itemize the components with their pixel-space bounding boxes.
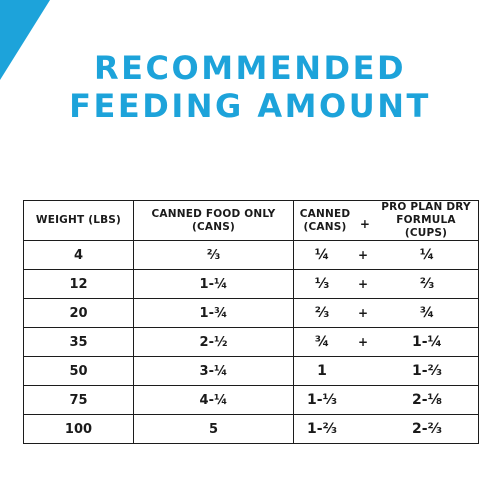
cell-dry: 1-¼ bbox=[411, 334, 443, 351]
cell-dry: 1-⅔ bbox=[411, 363, 443, 380]
header-weight-label: WEIGHT (LBS) bbox=[35, 214, 122, 227]
header-canned-line2: (CANS) bbox=[303, 220, 347, 233]
header-canned-only-line1: CANNED FOOD ONLY bbox=[151, 207, 276, 220]
cell-canned-only: 1-¾ bbox=[133, 298, 294, 329]
cell-canned-only: 5 bbox=[133, 414, 294, 445]
cell-dry: 2-⅛ bbox=[411, 392, 443, 409]
cell-canned-only: 4-¼ bbox=[133, 385, 294, 416]
corner-accent-triangle bbox=[0, 0, 50, 80]
cell-weight: 20 bbox=[23, 298, 134, 329]
cell-dry: ⅔ bbox=[419, 276, 435, 293]
cell-canned-plus-dry: 1-⅓ 2-⅛ bbox=[293, 385, 479, 416]
cell-canned: 1 bbox=[317, 363, 327, 380]
header-canned-only: CANNED FOOD ONLY (CANS) bbox=[133, 199, 294, 242]
cell-canned-plus-dry: ⅓ + ⅔ bbox=[293, 269, 479, 300]
cell-canned: ⅔ bbox=[314, 305, 330, 322]
header-dry-line1: PRO PLAN DRY bbox=[381, 201, 471, 213]
cell-canned-plus-dry: 1 1-⅔ bbox=[293, 356, 479, 387]
header-plus-sign: + bbox=[359, 217, 371, 232]
cell-canned: ¼ bbox=[314, 247, 330, 264]
header-weight: WEIGHT (LBS) bbox=[23, 199, 134, 242]
cell-canned-only: 1-¼ bbox=[133, 269, 294, 300]
cell-canned-plus-dry: ⅔ + ¾ bbox=[293, 298, 479, 329]
cell-canned-only: 2-½ bbox=[133, 327, 294, 358]
table-row: 4 ⅔ ¼ + ¼ bbox=[23, 240, 479, 271]
cell-weight: 12 bbox=[23, 269, 134, 300]
table-row: 75 4-¼ 1-⅓ 2-⅛ bbox=[23, 385, 479, 416]
cell-weight: 100 bbox=[23, 414, 134, 445]
table-row: 50 3-¼ 1 1-⅔ bbox=[23, 356, 479, 387]
table-row: 35 2-½ ¾ +1-¼ bbox=[23, 327, 479, 358]
cell-plus-sign: + bbox=[357, 248, 369, 263]
cell-weight: 75 bbox=[23, 385, 134, 416]
table-row: 12 1-¼ ⅓ + ⅔ bbox=[23, 269, 479, 300]
cell-canned-only: ⅔ bbox=[133, 240, 294, 271]
header-canned-only-line2: (CANS) bbox=[192, 220, 235, 233]
cell-canned: 1-⅓ bbox=[306, 392, 338, 409]
title-line-2: FEEDING AMOUNT bbox=[69, 87, 431, 125]
table-row: 20 1-¾ ⅔ + ¾ bbox=[23, 298, 479, 329]
header-dry-line2: FORMULA (CUPS) bbox=[396, 214, 456, 240]
table-row: 100 5 1-⅔ 2-⅔ bbox=[23, 414, 479, 445]
cell-plus-sign: + bbox=[357, 277, 369, 292]
header-canned-line1: CANNED bbox=[299, 207, 351, 220]
cell-dry: ¾ bbox=[419, 305, 435, 322]
cell-plus-sign: + bbox=[357, 335, 369, 350]
cell-dry: 2-⅔ bbox=[411, 421, 443, 438]
title-line-1: RECOMMENDED bbox=[94, 49, 406, 87]
cell-canned: 1-⅔ bbox=[306, 421, 338, 438]
cell-plus-sign: + bbox=[357, 306, 369, 321]
cell-weight: 35 bbox=[23, 327, 134, 358]
cell-weight: 50 bbox=[23, 356, 134, 387]
header-canned-plus-dry: CANNED (CANS) + PRO PLAN DRY FORMULA (CU… bbox=[293, 199, 479, 242]
cell-weight: 4 bbox=[23, 240, 134, 271]
cell-canned-only: 3-¼ bbox=[133, 356, 294, 387]
table-header-row: WEIGHT (LBS) CANNED FOOD ONLY (CANS) CAN… bbox=[23, 199, 479, 242]
cell-canned: ¾ bbox=[314, 334, 330, 351]
cell-canned-plus-dry: ¼ + ¼ bbox=[293, 240, 479, 271]
cell-dry: ¼ bbox=[419, 247, 435, 264]
cell-canned-plus-dry: ¾ +1-¼ bbox=[293, 327, 479, 358]
cell-canned-plus-dry: 1-⅔ 2-⅔ bbox=[293, 414, 479, 445]
feeding-table: WEIGHT (LBS) CANNED FOOD ONLY (CANS) CAN… bbox=[23, 199, 479, 445]
cell-canned: ⅓ bbox=[314, 276, 330, 293]
